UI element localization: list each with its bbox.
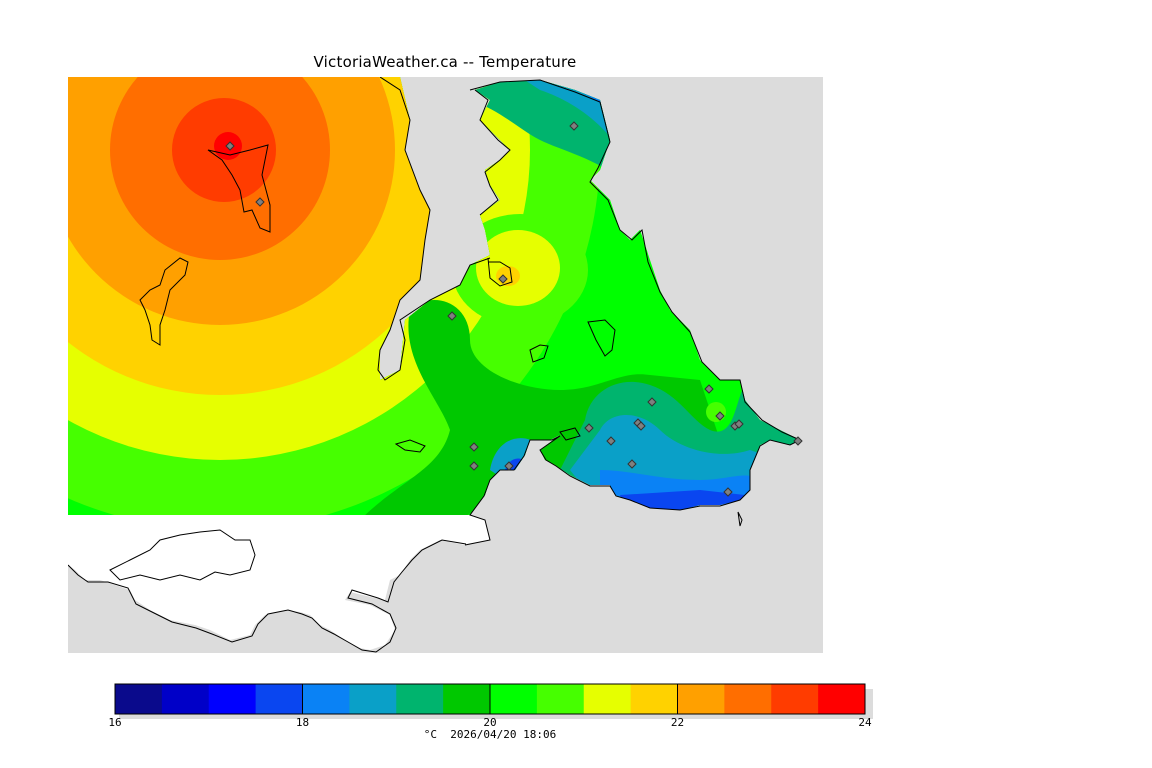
station-marker bbox=[447, 311, 457, 321]
legend-timestamp: 2026/04/20 18:06 bbox=[450, 728, 557, 741]
station-marker bbox=[636, 421, 646, 431]
color-bar-segment bbox=[115, 684, 163, 714]
legend-tick-label: 18 bbox=[295, 716, 310, 729]
color-bar-segment bbox=[818, 684, 866, 714]
station-marker bbox=[627, 459, 637, 469]
color-bar-segment bbox=[630, 684, 678, 714]
color-bar-segment bbox=[302, 684, 350, 714]
color-bar-segment bbox=[677, 684, 725, 714]
map-title: VictoriaWeather.ca -- Temperature bbox=[313, 53, 577, 71]
color-bar-segment bbox=[255, 684, 303, 714]
station-marker bbox=[606, 436, 616, 446]
legend-tick-label: 20 bbox=[483, 716, 497, 729]
station-marker bbox=[734, 419, 744, 429]
station-marker bbox=[469, 461, 479, 471]
temperature-field bbox=[68, 77, 800, 515]
legend-caption: °C 2026/04/20 18:06 bbox=[390, 728, 590, 741]
color-bar-segment bbox=[443, 684, 491, 714]
coastlines bbox=[68, 77, 801, 653]
station-marker bbox=[793, 436, 803, 446]
station-markers bbox=[225, 121, 803, 497]
color-bar bbox=[114, 683, 866, 715]
color-bar-segment bbox=[490, 684, 538, 714]
color-bar-segment bbox=[583, 684, 632, 714]
station-marker bbox=[704, 384, 714, 394]
station-marker bbox=[469, 442, 479, 452]
station-marker bbox=[569, 121, 579, 131]
station-marker bbox=[498, 274, 508, 284]
station-marker bbox=[584, 423, 594, 433]
color-bar-segment bbox=[771, 684, 819, 714]
color-bar-segment bbox=[349, 684, 397, 714]
legend-tick-label: 22 bbox=[670, 716, 685, 729]
outside-region bbox=[68, 515, 490, 650]
color-bar-segment bbox=[536, 684, 585, 714]
station-marker bbox=[723, 487, 733, 497]
station-marker bbox=[715, 411, 725, 421]
color-bar-segment bbox=[396, 684, 444, 714]
legend-unit: °C bbox=[423, 728, 438, 741]
color-bar-segment bbox=[724, 684, 772, 714]
station-marker bbox=[225, 141, 235, 151]
legend-tick-label: 24 bbox=[858, 716, 872, 729]
station-marker bbox=[504, 461, 514, 471]
color-bar-segment bbox=[208, 684, 257, 714]
color-bar-segment bbox=[161, 684, 210, 714]
station-marker bbox=[647, 397, 657, 407]
station-marker bbox=[255, 197, 265, 207]
legend-tick-label: 16 bbox=[108, 716, 122, 729]
